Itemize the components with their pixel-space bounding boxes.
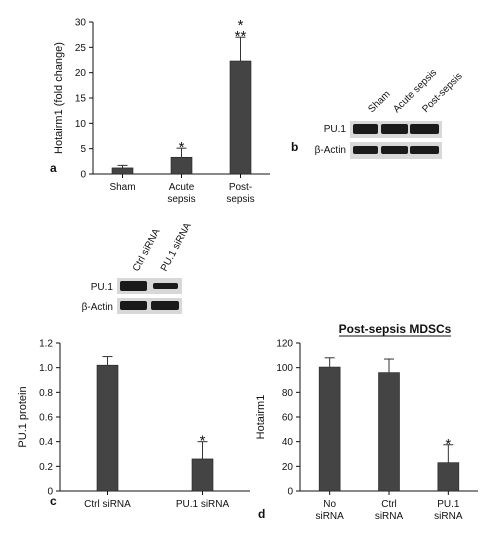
x-category-label: Ctrl	[381, 499, 397, 510]
y-tick-label: 0	[80, 170, 86, 181]
blot-b-row-pu1: PU.1	[324, 124, 347, 135]
y-tick-label: 0	[47, 487, 53, 498]
y-tick-label: 0.4	[39, 437, 53, 448]
x-category-label: No	[323, 499, 336, 510]
y-tick-label: 0.6	[39, 413, 53, 424]
chart-title: Post-sepsis MDSCs	[339, 322, 452, 336]
panel-label-b: b	[291, 140, 298, 154]
x-category-label: siRNA	[434, 511, 463, 522]
y-axis-label: Hotairm1 (fold change)	[53, 42, 65, 154]
blot-b-band	[381, 146, 408, 154]
y-tick-label: 0.2	[39, 462, 53, 473]
western-blot-c: Ctrl siRNA PU.1 siRNA PU.1 β-Actin	[82, 221, 194, 314]
x-category-label: PU.1 siRNA	[176, 499, 230, 510]
significance-marker: *	[445, 436, 451, 453]
y-tick-label: 1.0	[39, 363, 53, 374]
y-axis-label: Hotairm1	[255, 395, 267, 440]
western-blot-b: Sham Acute sepsis Post-sepsis PU.1 β-Act…	[315, 67, 465, 159]
panel-label-c: c	[50, 494, 57, 508]
blot-c-band	[120, 281, 147, 291]
blot-b-band	[410, 124, 439, 134]
blot-c-col-ctrl: Ctrl siRNA	[131, 227, 163, 274]
y-tick-label: 15	[75, 94, 87, 105]
blot-b-band	[353, 146, 378, 154]
y-tick-label: 5	[80, 144, 86, 155]
x-category-label: Sham	[109, 182, 135, 193]
bar	[437, 462, 460, 492]
bar	[170, 156, 193, 175]
bar	[318, 366, 341, 492]
bar	[378, 372, 400, 492]
y-tick-label: 30	[75, 18, 87, 29]
blot-c-row-pu1: PU.1	[91, 282, 114, 293]
blot-c-band	[151, 301, 179, 310]
bar	[111, 167, 134, 175]
blot-b-band	[381, 124, 408, 134]
y-tick-label: 40	[282, 437, 294, 448]
y-axis-label: PU.1 protein	[17, 386, 29, 447]
y-tick-label: 1.2	[39, 339, 53, 350]
x-category-label: Post-	[229, 182, 252, 193]
y-tick-label: 120	[276, 339, 293, 350]
x-category-label: Ctrl siRNA	[84, 499, 131, 510]
y-tick-label: 25	[75, 43, 87, 54]
y-tick-label: 0	[287, 487, 293, 498]
blot-b-band	[353, 124, 378, 134]
y-tick-label: 100	[276, 363, 293, 374]
x-category-label: siRNA	[315, 511, 344, 522]
blot-c-row-actin: β-Actin	[82, 302, 113, 313]
bar	[191, 458, 214, 492]
significance-marker: *	[179, 139, 185, 156]
y-tick-label: 10	[75, 119, 87, 130]
x-category-label: siRNA	[375, 511, 404, 522]
chart-a: 0 5 10 15 20 25 30 Hotairm1 (fold change) Sham * A…	[53, 17, 270, 205]
y-tick-label: 80	[282, 388, 294, 399]
bar	[96, 364, 119, 492]
y-tick-label: 60	[282, 413, 294, 424]
panel-label-d: d	[258, 507, 265, 521]
x-category-label: PU.1	[437, 499, 460, 510]
y-tick-label: 20	[282, 462, 294, 473]
blot-c-band	[120, 301, 147, 310]
panel-label-a: a	[50, 161, 57, 175]
blot-b-row-actin: β-Actin	[315, 145, 346, 156]
significance-marker: *	[200, 433, 206, 450]
blot-c-col-pu1: PU.1 siRNA	[159, 221, 194, 274]
x-category-label: sepsis	[167, 194, 195, 205]
y-tick-label: 20	[75, 68, 87, 79]
y-tick-label: 0.8	[39, 388, 53, 399]
significance-marker: **	[235, 28, 247, 45]
chart-c: 0 0.2 0.4 0.6 0.8 1.0 1.2 PU.1 protein Ctrl siRN…	[17, 339, 250, 510]
x-category-label: sepsis	[226, 194, 254, 205]
blot-b-col-sham: Sham	[366, 89, 392, 115]
chart-d: 0 20 40 60 80 100 120 Hotairm1 Post-sepsis MDSCs…	[255, 322, 478, 522]
blot-b-band	[410, 146, 439, 154]
blot-c-band	[153, 283, 178, 289]
significance-marker: *	[238, 17, 244, 34]
bar	[229, 60, 252, 175]
x-category-label: Acute	[169, 182, 195, 193]
